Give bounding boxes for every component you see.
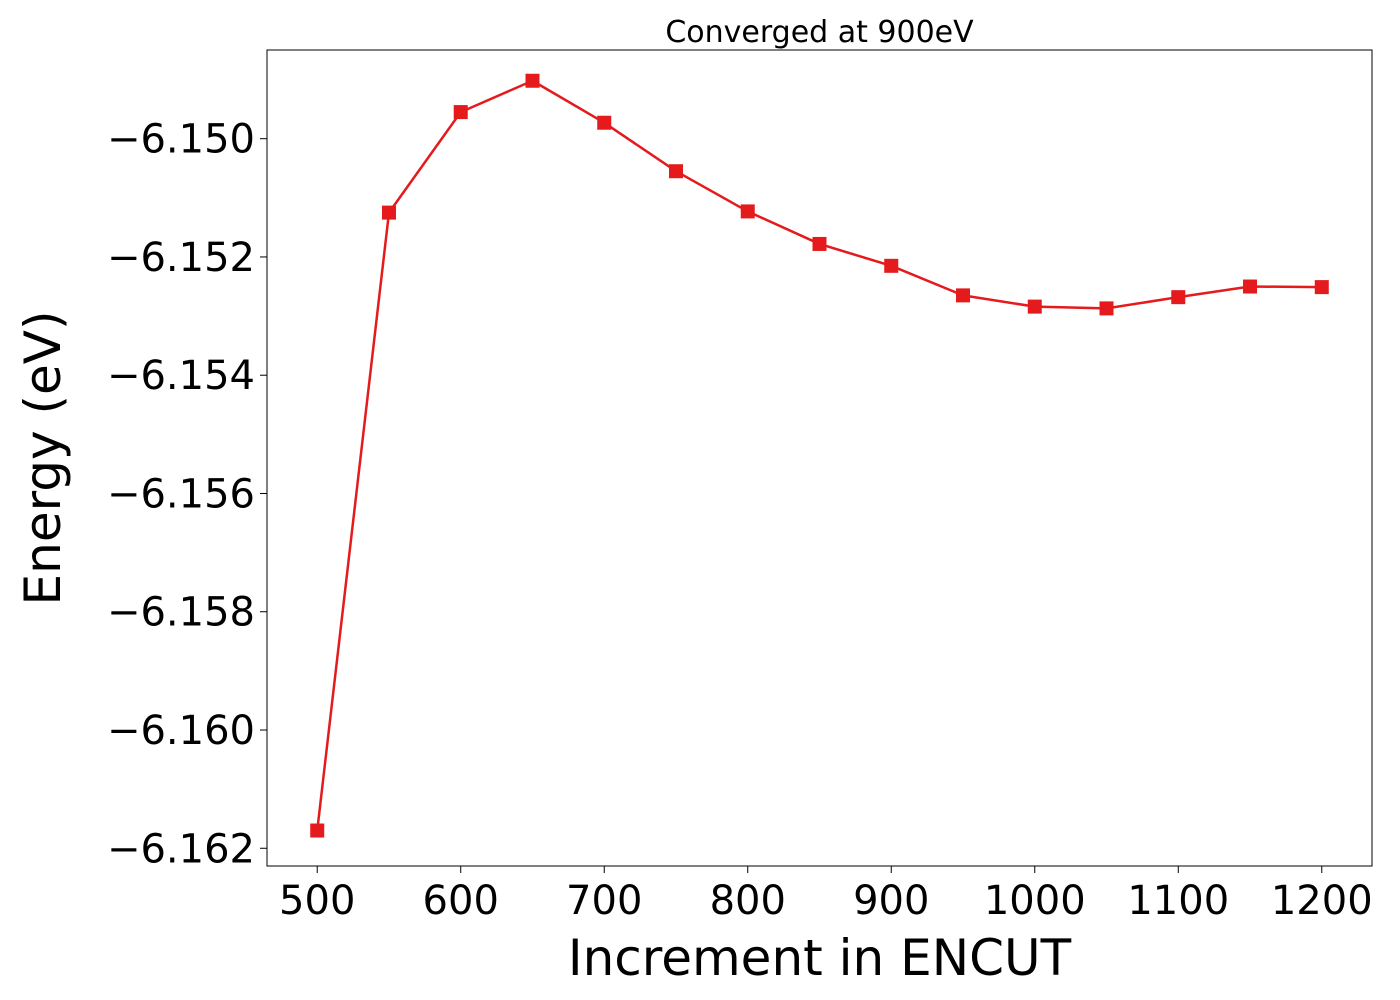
x-tick-label: 500 (279, 878, 355, 924)
data-point-marker (381, 205, 396, 220)
x-tick-label: 1200 (1271, 878, 1373, 924)
x-tick-label: 800 (710, 878, 786, 924)
data-point-marker (525, 73, 540, 88)
data-point-marker (740, 204, 755, 219)
y-tick-label: −6.162 (107, 826, 255, 872)
data-point-marker (1314, 280, 1329, 295)
x-tick-label: 600 (423, 878, 499, 924)
y-axis-title: Energy (eV) (14, 311, 72, 606)
x-tick-label: 700 (566, 878, 642, 924)
y-tick-label: −6.158 (107, 590, 255, 636)
x-axis-ticks: 500 600 700 800 900 1000 1100 1200 (279, 866, 1373, 924)
x-tick-label: 1100 (1127, 878, 1229, 924)
data-point-marker (956, 288, 971, 303)
data-point-marker (668, 164, 683, 179)
y-axis-ticks: −6.150 −6.152 −6.154 −6.156 −6.158 −6.160 −6.1… (107, 117, 267, 872)
data-point-marker (597, 115, 612, 130)
data-point-marker (310, 823, 325, 838)
y-tick-label: −6.156 (107, 471, 255, 517)
data-point-marker (453, 105, 468, 120)
data-point-marker (1243, 279, 1258, 294)
data-point-marker (1099, 301, 1114, 316)
y-tick-label: −6.154 (107, 353, 255, 399)
plot-area-frame (266, 49, 1373, 867)
data-point-marker (1027, 299, 1042, 314)
data-series (310, 73, 1329, 838)
series-line (315, 79, 1322, 831)
data-point-marker (884, 258, 899, 273)
x-tick-label: 900 (853, 878, 929, 924)
data-point-marker (1171, 290, 1186, 305)
y-tick-label: −6.152 (107, 235, 255, 281)
x-tick-label: 1000 (984, 878, 1086, 924)
data-point-marker (812, 236, 827, 251)
x-axis-title: Increment in ENCUT (568, 929, 1072, 987)
y-tick-label: −6.150 (107, 117, 255, 163)
chart-title: Converged at 900eV (665, 15, 974, 50)
y-tick-label: −6.160 (107, 708, 255, 754)
